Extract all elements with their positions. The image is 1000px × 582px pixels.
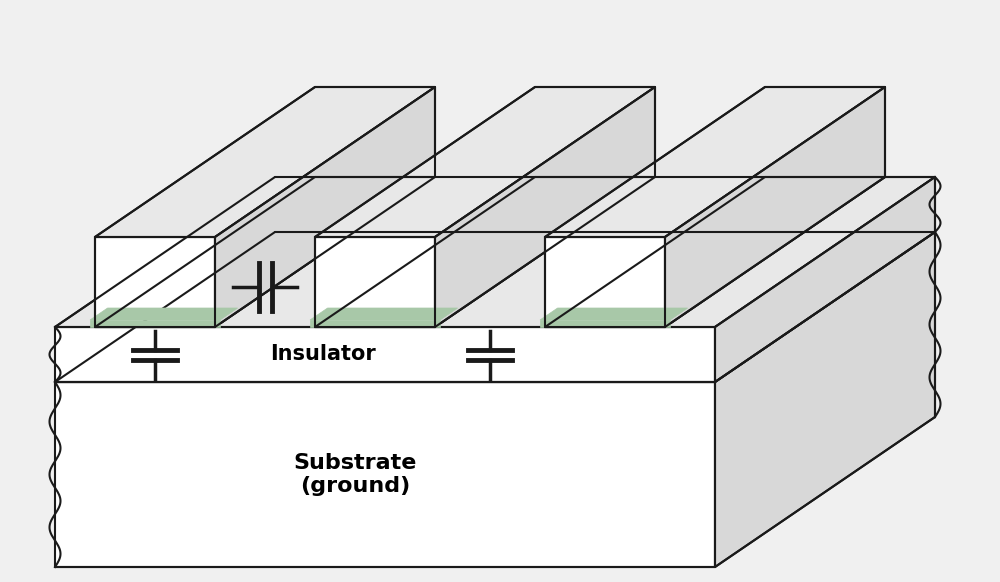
Polygon shape: [715, 177, 935, 382]
Polygon shape: [95, 87, 435, 237]
Polygon shape: [545, 177, 885, 327]
Text: Insulator: Insulator: [270, 345, 375, 364]
Polygon shape: [665, 87, 885, 327]
Polygon shape: [540, 320, 670, 327]
Polygon shape: [215, 87, 435, 327]
Polygon shape: [315, 87, 655, 237]
Polygon shape: [95, 177, 435, 327]
Polygon shape: [55, 232, 935, 382]
Text: Substrate
(ground): Substrate (ground): [293, 453, 417, 496]
Polygon shape: [310, 320, 440, 327]
Polygon shape: [715, 232, 935, 567]
Polygon shape: [55, 177, 935, 327]
Polygon shape: [545, 237, 665, 327]
Polygon shape: [540, 308, 688, 320]
Polygon shape: [90, 320, 220, 327]
Polygon shape: [315, 237, 435, 327]
Polygon shape: [545, 87, 885, 237]
Polygon shape: [90, 308, 238, 320]
Polygon shape: [315, 177, 655, 327]
Polygon shape: [435, 87, 655, 327]
Polygon shape: [310, 308, 458, 320]
Polygon shape: [95, 237, 215, 327]
Polygon shape: [55, 382, 715, 567]
Polygon shape: [55, 327, 715, 382]
